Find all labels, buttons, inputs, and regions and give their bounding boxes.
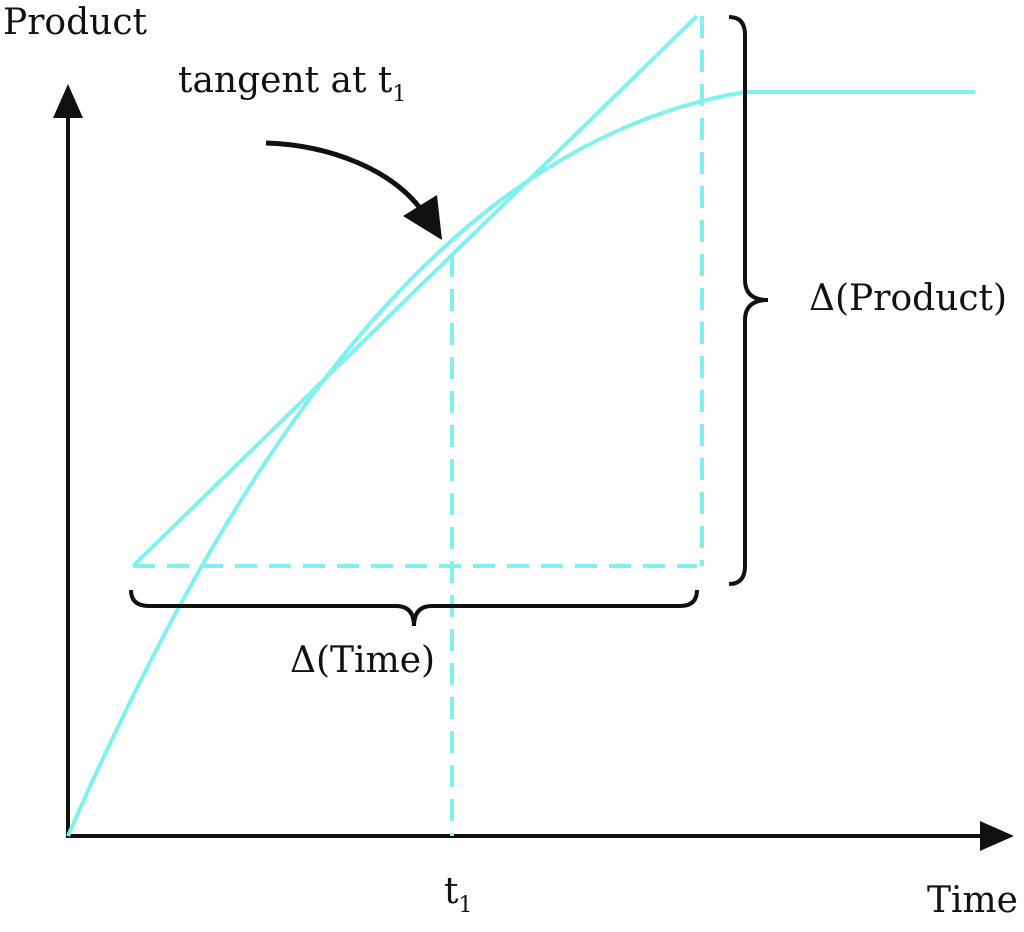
delta-time-brace [129,589,699,627]
dashed-guides [133,16,704,836]
tangent-pointer-arrowhead [403,195,442,240]
x-axis-arrowhead [980,821,1014,851]
delta-product-label: Δ(Product) [809,278,1007,319]
y-axis-label: Product [3,2,147,43]
delta-product-brace [728,15,769,586]
tangent-pointer-arrow [265,140,428,217]
x-axis-label: Time [927,880,1018,921]
t1-label-text: t [444,871,459,912]
t1-label-subscript: 1 [458,893,472,918]
tangent-label-subscript: 1 [392,82,406,107]
y-axis-arrowhead [53,84,83,118]
tangent-line [131,14,699,568]
axes [53,84,1014,851]
t1-tick-label: t1 [444,871,472,918]
tangent-label-text: tangent at t [178,60,393,101]
tangent-label: tangent at t1 [178,60,406,107]
delta-time-label: Δ(Time) [290,640,435,681]
product-curve [66,90,975,837]
